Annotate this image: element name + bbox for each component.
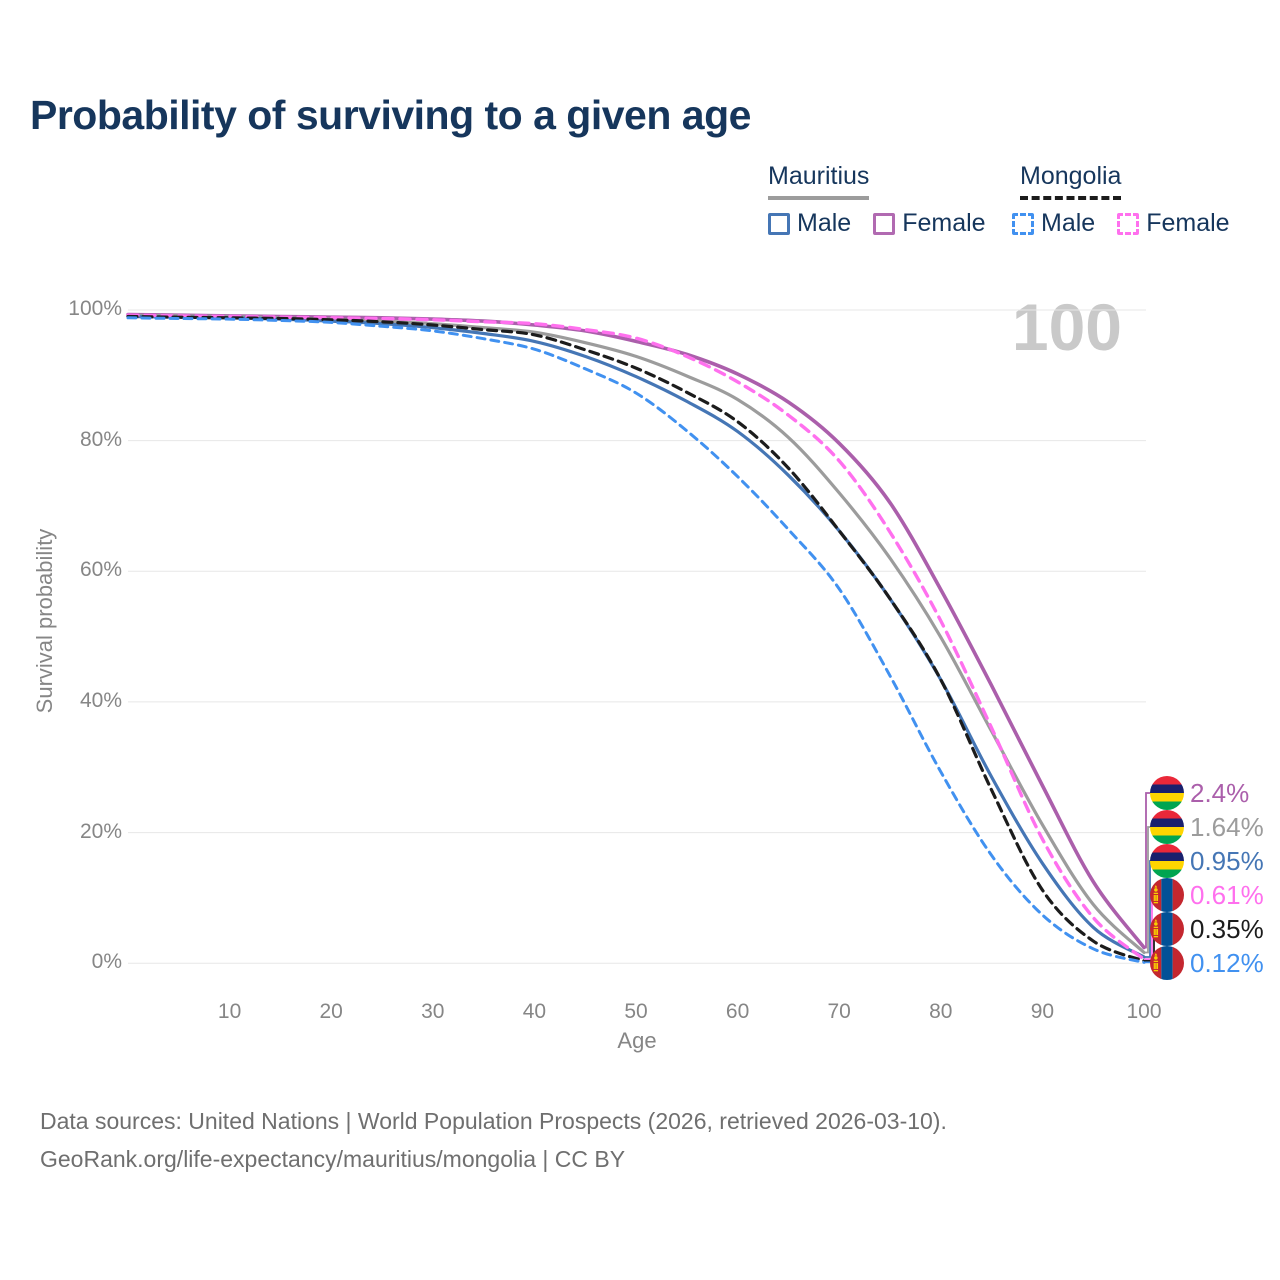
x-tick-label: 70 bbox=[827, 1000, 851, 1023]
legend-group-mongolia: Mongolia Male Female bbox=[1012, 162, 1230, 238]
y-tick-label: 60% bbox=[79, 558, 122, 582]
series-line-mongolia-both-sexes[interactable] bbox=[126, 314, 1146, 963]
end-label-value: 0.35% bbox=[1190, 913, 1264, 944]
x-axis-title: Age bbox=[617, 1028, 657, 1053]
end-label-value: 0.95% bbox=[1190, 845, 1264, 876]
legend-toggle-mauritius-female[interactable]: Female bbox=[873, 209, 986, 238]
mongolia-flag-icon bbox=[1150, 878, 1184, 912]
series-line-mauritius-male[interactable] bbox=[126, 314, 1146, 959]
legend-items-mongolia: Male Female bbox=[1012, 209, 1230, 238]
x-tick-label: 30 bbox=[421, 1000, 445, 1023]
end-label-value: 1.64% bbox=[1190, 811, 1264, 842]
checkbox-icon bbox=[1012, 212, 1034, 235]
x-tick-label: 90 bbox=[1030, 1000, 1055, 1023]
end-label: 0.35% bbox=[1150, 912, 1264, 946]
legend-country-mongolia[interactable]: Mongolia bbox=[1020, 162, 1122, 200]
end-label-value: 0.12% bbox=[1190, 947, 1264, 978]
y-axis-title: Survival probability bbox=[32, 528, 57, 714]
y-tick-label: 40% bbox=[79, 688, 122, 712]
y-tick-label: 100% bbox=[68, 297, 122, 320]
checkbox-icon bbox=[768, 212, 790, 235]
mongolia-flag-icon bbox=[1150, 912, 1184, 946]
end-label: 1.64% bbox=[1150, 810, 1264, 844]
end-label: 0.95% bbox=[1150, 844, 1264, 878]
leader-line bbox=[1144, 792, 1152, 949]
y-tick-label: 20% bbox=[79, 819, 122, 843]
mauritius-flag-icon bbox=[1150, 810, 1184, 844]
series-line-mauritius-female[interactable] bbox=[126, 312, 1146, 950]
legend-item-label: Male bbox=[1041, 209, 1096, 237]
x-tick-label: 40 bbox=[522, 1000, 547, 1023]
x-tick-label: 100 bbox=[1126, 1000, 1162, 1023]
legend-item-label: Female bbox=[902, 209, 986, 237]
x-tick-label: 80 bbox=[929, 1000, 953, 1023]
series-line-mongolia-female[interactable] bbox=[126, 313, 1146, 961]
y-tick-label: 80% bbox=[79, 427, 122, 451]
checkbox-icon bbox=[1117, 212, 1140, 235]
legend-item-label: Female bbox=[1146, 209, 1230, 237]
mauritius-flag-icon bbox=[1150, 776, 1184, 810]
legend-group-mauritius: Mauritius Male Female bbox=[768, 162, 986, 238]
legend-toggle-mauritius-male[interactable]: Male bbox=[768, 209, 851, 238]
y-tick-label: 0% bbox=[91, 950, 122, 974]
x-tick-label: 60 bbox=[725, 1000, 750, 1023]
x-tick-label: 20 bbox=[319, 1000, 343, 1023]
end-label: 0.12% bbox=[1150, 946, 1264, 980]
footer-source-line: Data sources: United Nations | World Pop… bbox=[40, 1108, 947, 1134]
checkbox-icon bbox=[873, 212, 896, 235]
end-label: 0.61% bbox=[1150, 878, 1264, 912]
x-tick-label: 10 bbox=[217, 1000, 242, 1023]
end-label-value: 2.4% bbox=[1190, 777, 1250, 808]
page-title: Probability of surviving to a given age bbox=[30, 92, 751, 138]
end-label-value: 0.61% bbox=[1190, 879, 1264, 910]
mauritius-flag-icon bbox=[1150, 844, 1184, 878]
legend-toggle-mongolia-female[interactable]: Female bbox=[1117, 209, 1230, 238]
legend-items-mauritius: Male Female bbox=[768, 209, 986, 238]
footer-link-line: GeoRank.org/life-expectancy/mauritius/mo… bbox=[40, 1146, 626, 1172]
x-tick-label: 50 bbox=[624, 1000, 648, 1023]
legend-toggle-mongolia-male[interactable]: Male bbox=[1012, 209, 1095, 238]
mongolia-flag-icon bbox=[1150, 946, 1184, 980]
end-label: 2.4% bbox=[1150, 776, 1249, 810]
legend-country-mauritius[interactable]: Mauritius bbox=[768, 162, 870, 200]
legend-item-label: Male bbox=[797, 209, 852, 237]
age-counter-watermark: 100 bbox=[1011, 290, 1122, 364]
series-line-mongolia-male[interactable] bbox=[126, 316, 1146, 964]
